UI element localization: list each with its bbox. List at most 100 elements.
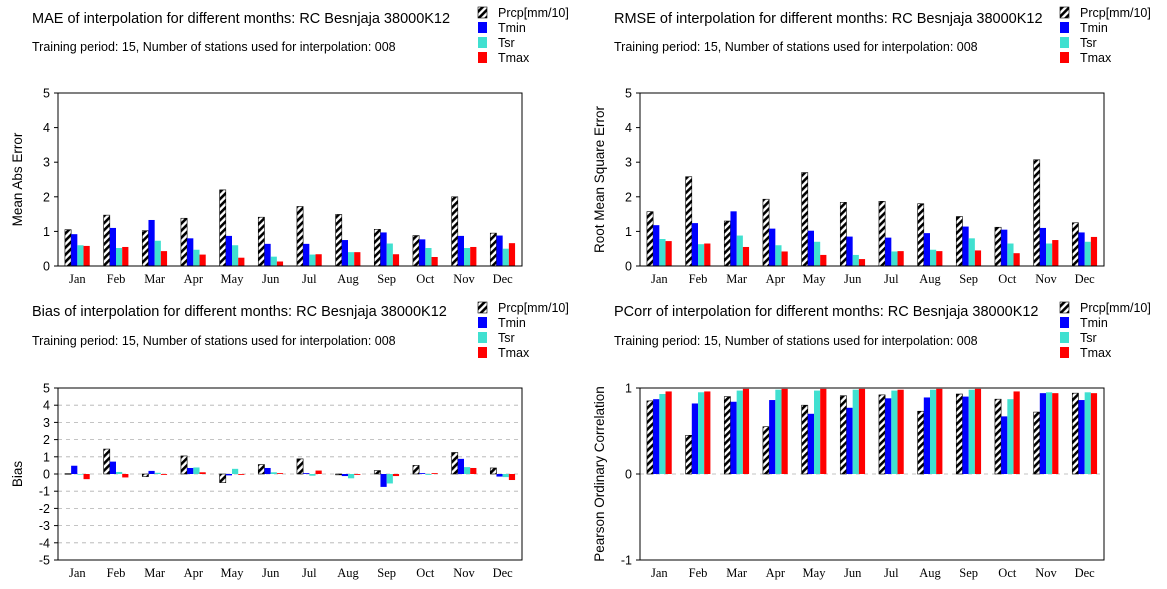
bar-tmax-jul	[897, 251, 904, 266]
bar-tmax-jan	[665, 241, 672, 266]
x-tick-label: Mar	[726, 272, 748, 286]
y-tick-label: 5	[43, 382, 50, 396]
bar-tsr-aug	[348, 252, 355, 266]
bar-tmax-aug	[354, 252, 361, 266]
bar-tmin-nov	[457, 458, 464, 474]
y-tick-label: 1	[625, 225, 632, 239]
x-tick-label: Mar	[144, 272, 166, 286]
bar-tmax-feb	[122, 474, 129, 478]
bar-tmax-sep	[974, 250, 982, 266]
bar-tmax-may	[238, 474, 245, 475]
bar-tmin-apr	[769, 400, 776, 474]
bar-tmax-mar	[742, 388, 750, 474]
bar-prcp-feb	[685, 176, 693, 267]
bar-prcp-oct	[994, 226, 1002, 267]
bar-tmax-sep	[392, 474, 400, 477]
bar-prcp-aug	[335, 473, 343, 476]
bar-prcp-mar	[723, 220, 731, 267]
x-tick-label: Apr	[184, 272, 204, 286]
chart-title: PCorr of interpolation for different mon…	[614, 304, 1039, 320]
chart-title: RMSE of interpolation for different mont…	[614, 11, 1043, 27]
bar-tmax-aug	[936, 251, 943, 266]
bar-tmax-sep	[392, 254, 400, 266]
y-tick-label: 3	[43, 416, 50, 430]
bar-tmax-aug	[936, 388, 943, 474]
x-tick-label: Sep	[377, 272, 396, 286]
x-tick-label: Dec	[493, 566, 514, 580]
bar-tmin-jan	[71, 234, 78, 266]
bar-tmin-dec	[1078, 232, 1085, 266]
bar-tmin-oct	[419, 239, 426, 266]
x-tick-label: Jul	[302, 272, 317, 286]
x-tick-label: Oct	[416, 566, 435, 580]
bar-tmin-jul	[885, 237, 892, 266]
x-tick-label: Mar	[726, 566, 748, 580]
legend-swatch-tmax	[478, 347, 487, 358]
y-tick-label: 3	[625, 156, 632, 170]
bar-tmin-mar	[730, 401, 737, 474]
y-tick-label: 0	[625, 260, 632, 274]
bar-tmax-apr	[199, 254, 206, 266]
bar-tmax-apr	[199, 472, 206, 474]
bar-tmin-oct	[1001, 229, 1008, 266]
bar-tsr-jan	[659, 394, 666, 474]
x-tick-label: May	[803, 272, 827, 286]
bar-tmin-may	[225, 235, 232, 266]
bar-tmin-feb	[109, 227, 116, 266]
bar-tsr-feb	[116, 471, 123, 474]
x-tick-label: Jul	[884, 272, 899, 286]
y-tick-label: -3	[39, 519, 50, 533]
x-tick-label: Dec	[493, 272, 514, 286]
bar-prcp-aug	[335, 214, 343, 267]
bar-tmin-jul	[303, 473, 310, 474]
x-tick-label: Dec	[1075, 566, 1096, 580]
y-tick-label: 1	[43, 450, 50, 464]
bar-tmax-may	[820, 388, 827, 474]
bar-tsr-dec	[1084, 241, 1091, 266]
bar-tsr-mar	[736, 235, 743, 266]
bar-prcp-dec	[1071, 222, 1079, 267]
bar-tsr-dec	[1084, 392, 1091, 474]
rmse-chart: RMSE of interpolation for different mont…	[592, 6, 1151, 286]
bar-tmax-nov	[1052, 393, 1059, 474]
bar-prcp-jul	[878, 201, 886, 267]
bar-tmax-may	[820, 254, 827, 266]
bar-prcp-dec	[489, 467, 497, 475]
bar-prcp-nov	[451, 452, 459, 475]
bar-tmin-oct	[419, 473, 426, 474]
bar-tmin-jun	[264, 243, 271, 266]
bar-tmin-feb	[691, 403, 698, 474]
bar-tmin-dec	[496, 235, 503, 266]
bar-prcp-aug	[917, 203, 925, 267]
legend-swatch-tmin	[1060, 317, 1069, 328]
bar-tmax-may	[238, 257, 245, 266]
bar-tmin-jan	[71, 465, 78, 474]
chart-subtitle: Training period: 15, Number of stations …	[614, 40, 978, 54]
y-tick-label: -5	[39, 554, 50, 568]
bar-tsr-apr	[775, 389, 782, 474]
legend-swatch-tmin	[1060, 22, 1069, 33]
bar-tsr-aug	[930, 389, 937, 474]
bar-tmax-oct	[1013, 391, 1020, 474]
bar-tmax-jun	[858, 388, 866, 474]
y-axis-label: Mean Abs Error	[10, 132, 25, 226]
bar-tmin-feb	[109, 461, 116, 474]
legend-swatch-tmax	[1060, 347, 1069, 358]
x-tick-label: Aug	[919, 566, 941, 580]
bar-tsr-feb	[698, 392, 705, 474]
bar-prcp-jan	[646, 211, 654, 267]
bar-prcp-jul	[296, 458, 304, 475]
bar-tmax-feb	[704, 243, 711, 266]
bar-tsr-apr	[193, 467, 200, 474]
x-tick-label: Sep	[959, 566, 978, 580]
bar-tmax-jun	[276, 261, 284, 266]
bar-tsr-nov	[1046, 392, 1053, 474]
bar-tsr-jul	[891, 390, 898, 474]
bar-tmin-apr	[187, 238, 194, 266]
bar-tmax-jun	[858, 259, 866, 266]
x-tick-label: Feb	[689, 272, 708, 286]
bar-tmin-jun	[846, 407, 853, 474]
bar-tsr-apr	[775, 245, 782, 266]
legend-label-prcp: Prcp[mm/10]	[498, 6, 569, 20]
